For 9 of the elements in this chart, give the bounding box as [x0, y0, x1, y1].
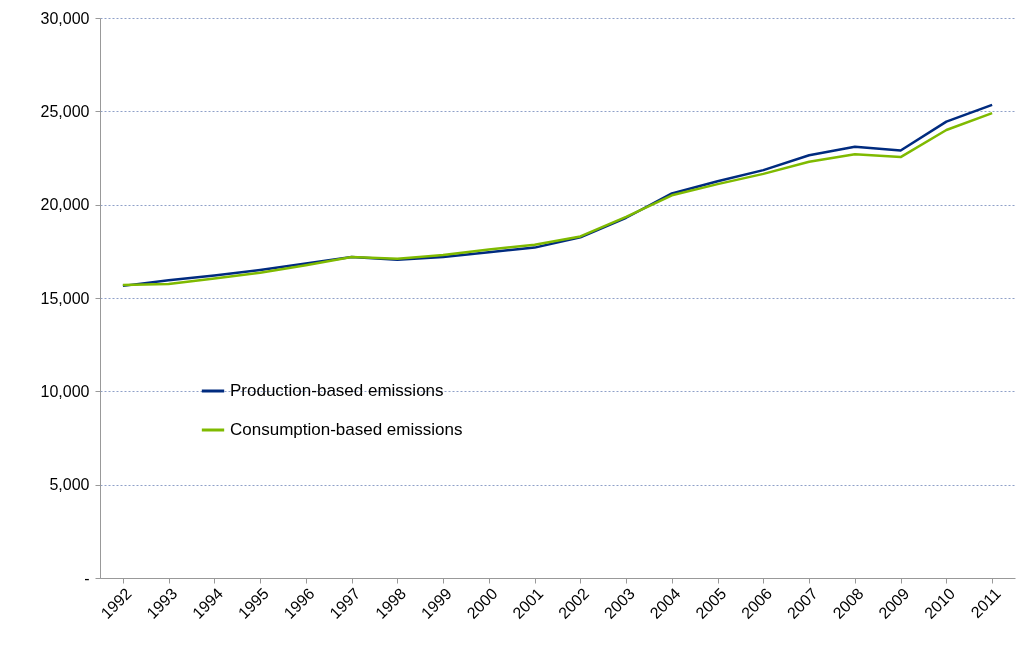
y-tick-label: 5,000	[49, 476, 90, 494]
y-tick-label: 10,000	[40, 382, 90, 400]
y-tick-label: 20,000	[40, 196, 90, 214]
y-tick-label: 25,000	[40, 102, 90, 120]
y-tick-label: -	[84, 569, 90, 587]
y-tick-label: 30,000	[40, 9, 90, 27]
legend-label: Consumption-based emissions	[230, 420, 463, 439]
y-tick-label: 15,000	[40, 289, 90, 307]
legend-label: Production-based emissions	[230, 381, 444, 400]
